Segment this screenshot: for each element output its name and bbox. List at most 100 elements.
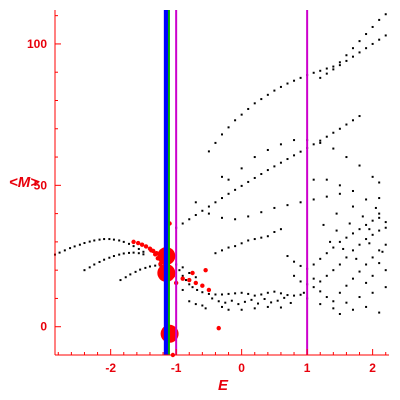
data-point: [374, 206, 377, 209]
y-tick-label: 50: [34, 178, 48, 192]
data-point: [273, 89, 276, 92]
data-point: [322, 223, 325, 226]
data-point: [293, 139, 296, 142]
data-point: [240, 184, 243, 187]
data-point: [227, 308, 230, 311]
data-point: [358, 296, 361, 299]
data-point: [273, 206, 276, 209]
data-point: [139, 242, 145, 247]
data-point: [378, 229, 381, 232]
data-point: [181, 222, 184, 225]
data-point: [384, 226, 387, 229]
data-point: [203, 267, 208, 273]
data-point: [273, 290, 276, 293]
data-point: [201, 209, 204, 212]
data-point: [338, 291, 341, 294]
data-point: [118, 253, 121, 256]
data-point: [378, 311, 381, 314]
data-point: [201, 304, 204, 307]
data-point: [266, 305, 269, 308]
data-point: [276, 299, 279, 302]
reference-lines: [163, 10, 309, 355]
data-point: [325, 178, 328, 181]
data-point: [378, 249, 381, 252]
data-point: [224, 301, 227, 304]
data-point: [98, 260, 101, 263]
data-point: [188, 218, 191, 221]
data-point: [338, 184, 341, 187]
data-point: [63, 249, 66, 252]
data-point: [240, 308, 243, 311]
data-point: [132, 245, 135, 248]
data-point: [194, 276, 197, 279]
data-point: [234, 245, 237, 248]
data-point: [286, 255, 289, 258]
data-point: [351, 189, 354, 192]
data-point: [273, 230, 276, 233]
x-tick-label: 2: [369, 361, 376, 375]
data-point: [266, 148, 269, 151]
data-point: [289, 301, 292, 304]
data-point: [207, 292, 210, 295]
data-point: [188, 283, 191, 286]
data-point: [88, 240, 91, 243]
data-point: [351, 205, 354, 208]
data-point: [348, 222, 351, 225]
data-point: [139, 268, 142, 271]
data-point: [103, 238, 106, 241]
data-point: [214, 293, 217, 296]
data-point: [83, 269, 86, 272]
data-point: [319, 69, 322, 72]
data-point: [319, 257, 322, 260]
y-tick-label: 100: [27, 37, 47, 51]
data-point: [128, 251, 131, 254]
tick-labels: -2 -1 0 1 2 0 50 100: [27, 37, 376, 375]
data-point: [335, 212, 338, 215]
data-point: [332, 246, 335, 249]
data-point: [88, 266, 91, 269]
x-tick-label: -1: [171, 361, 182, 375]
data-point: [227, 292, 230, 295]
data-point: [378, 197, 381, 200]
data-point: [260, 173, 263, 176]
data-point: [312, 277, 315, 280]
data-point: [371, 42, 374, 45]
data-point: [108, 238, 111, 241]
data-point: [135, 240, 141, 246]
data-point: [384, 243, 387, 246]
data-point: [230, 299, 233, 302]
data-point: [365, 281, 368, 284]
data-point: [193, 280, 199, 286]
data-point: [358, 228, 361, 231]
data-point: [93, 239, 96, 242]
data-point: [240, 113, 243, 116]
data-point: [266, 291, 269, 294]
data-point: [319, 76, 322, 79]
data-point: [137, 252, 140, 255]
data-point: [118, 239, 121, 242]
data-point: [148, 265, 151, 268]
data-point: [214, 141, 217, 144]
data-point: [263, 298, 266, 301]
data-point: [345, 284, 348, 287]
data-point: [217, 300, 220, 303]
data-point: [214, 252, 217, 255]
data-point: [332, 269, 335, 272]
data-point: [365, 198, 368, 201]
data-point: [338, 61, 341, 64]
data-point: [378, 216, 381, 219]
data-point: [260, 211, 263, 214]
x-tick-label: 0: [238, 361, 245, 375]
data-point: [293, 79, 296, 82]
data-point: [312, 178, 315, 181]
y-axis-title: <M>: [9, 174, 39, 191]
data-point: [293, 154, 296, 157]
data-point: [312, 263, 315, 266]
chart-marks: [54, 13, 387, 358]
data-point: [293, 274, 296, 277]
data-point: [142, 250, 145, 253]
data-point: [286, 82, 289, 85]
data-point: [351, 47, 354, 50]
data-point: [286, 158, 289, 161]
